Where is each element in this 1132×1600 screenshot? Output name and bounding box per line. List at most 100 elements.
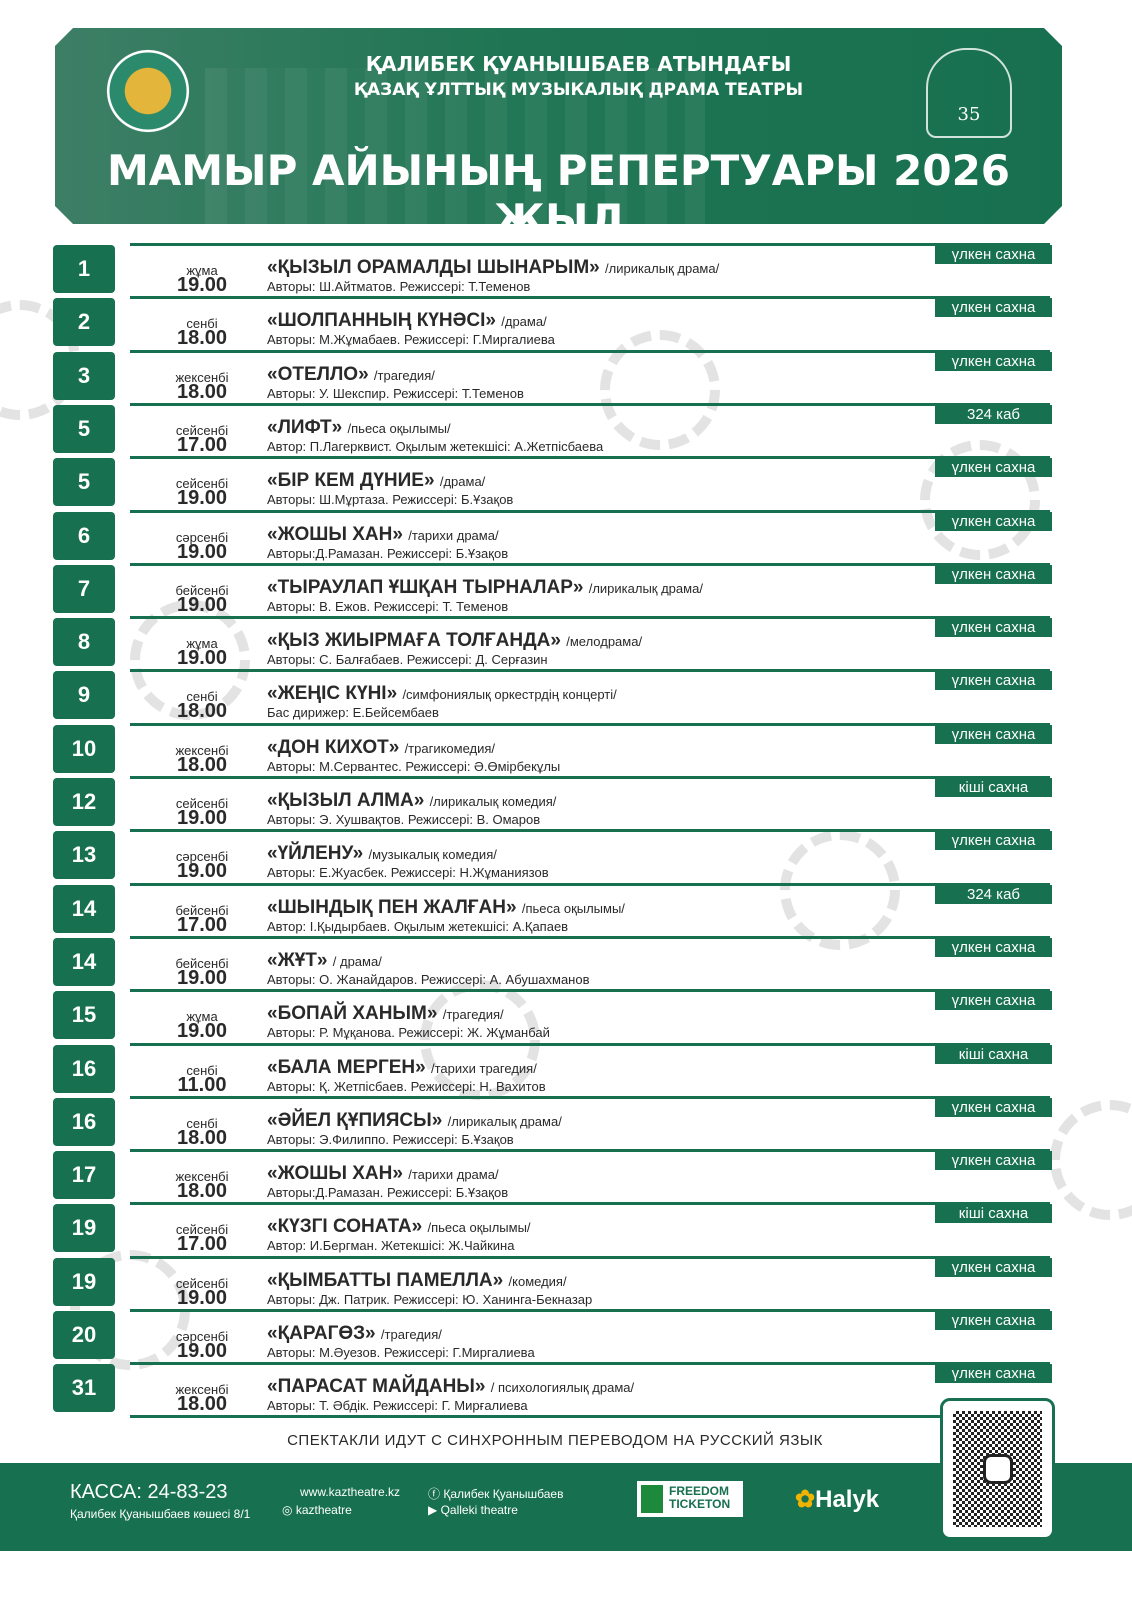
repertoire-row: 3 үлкен сахна жексенбі 18.00 «ОТЕЛЛО» /т… [0, 349, 1132, 403]
venue-label: үлкен сахна [935, 458, 1052, 478]
show-title: «БІР КЕМ ДҮНИЕ» [267, 470, 435, 492]
show-title: «ЖОШЫ ХАН» [267, 523, 403, 545]
show-credits: Автор: П.Лагерквист. Оқылым жетекшісі: А… [267, 438, 604, 454]
watermark-mask-icon [1050, 1100, 1132, 1220]
row-divider [130, 616, 1050, 620]
watermark-mask-icon [920, 440, 1040, 560]
venue-label: кіші сахна [935, 1044, 1052, 1064]
show-credits: Авторы: М.Жұмабаев. Режиссері: Г.Миргали… [267, 332, 555, 348]
repertoire-row: 19 үлкен сахна сейсенбі 19.00 «ҚЫМБАТТЫ … [0, 1255, 1132, 1309]
weekday: сейсенбі [175, 1222, 229, 1238]
theatre-name-line2: ҚАЗАҚ ҰЛТТЫҚ МУЗЫКАЛЫҚ ДРАМА ТЕАТРЫ [353, 80, 804, 100]
weekday: жексенбі [175, 1382, 229, 1398]
show-credits: Авторы: У. Шекспир. Режиссері: Т.Теменов [267, 385, 524, 401]
show-genre: /тарихи драма/ [408, 1167, 499, 1183]
venue-label: 324 каб [935, 884, 1052, 904]
show-time: 19.00 [176, 860, 228, 883]
youtube-link[interactable]: Qalleki theatre [440, 1503, 518, 1517]
show-genre: / психологиялық драма/ [490, 1380, 635, 1396]
box-office-phone: КАССА: 24-83-23 [70, 1481, 228, 1503]
show-credits: Бас дирижер: Е.Бейсембаев [267, 705, 439, 721]
weekday: сәрсенбі [175, 529, 229, 545]
date-badge: 12 [53, 778, 115, 826]
show-title: «КҮЗГІ СОНАТА» [267, 1216, 423, 1238]
show-credits: Авторы: Э. Хушвақтов. Режиссері: В. Омар… [267, 812, 541, 827]
translation-note: СПЕКТАКЛИ ИДУТ С СИНХРОННЫМ ПЕРЕВОДОМ НА… [287, 1432, 823, 1449]
show-genre: /трагедия/ [442, 1007, 504, 1023]
venue-label: үлкен сахна [935, 511, 1052, 531]
date-badge: 2 [53, 298, 115, 347]
row-divider [130, 829, 1050, 833]
weekday: сенбі [186, 316, 218, 332]
date-badge: 19 [53, 1257, 115, 1306]
watermark-mask-icon [600, 330, 720, 450]
page-title: МАМЫР АЙЫНЫҢ РЕПЕРТУАРЫ 2026 ЖЫЛ [106, 146, 1011, 244]
show-time: 11.00 [177, 1073, 227, 1096]
show-title: «ОТЕЛЛО» [267, 363, 369, 385]
weekday: бейсенбі [175, 582, 229, 598]
footer: КАССА: 24-83-23 Қалибек Қуанышбаев көшес… [0, 1463, 1132, 1551]
show-credits: Авторы: Р. Мұқанова. Режиссері: Ж. Жұман… [267, 1025, 550, 1041]
date-badge: 17 [53, 1151, 115, 1200]
freedom-text: FREEDOM [669, 1484, 729, 1498]
theatre-name-line1: ҚАЛИБЕК ҚУАНЫШБАЕВ АТЫНДАҒЫ [365, 52, 792, 76]
show-time: 18.00 [176, 700, 228, 723]
show-title: «ЛИФТ» [267, 416, 343, 438]
repertoire-row: 20 үлкен сахна сәрсенбі 19.00 «ҚАРАГӨЗ» … [0, 1309, 1132, 1362]
show-genre: /пьеса оқылымы/ [347, 420, 451, 436]
weekday: жексенбі [175, 1169, 229, 1185]
repertoire-row: 1 үлкен сахна жұма 19.00 «ҚЫЗЫЛ ОРАМАЛДЫ… [0, 243, 1132, 296]
show-time: 19.00 [176, 807, 228, 829]
show-time: 17.00 [176, 1233, 228, 1256]
halyk-icon: ✿ [795, 1486, 816, 1513]
date-badge: 7 [53, 564, 115, 613]
show-genre: /тарихи трагедия/ [430, 1060, 537, 1076]
date-badge: 31 [53, 1364, 115, 1413]
venue-label: үлкен сахна [935, 724, 1052, 744]
show-genre: /драма/ [501, 314, 547, 330]
date-badge: 20 [53, 1311, 115, 1359]
show-genre: /тарихи драма/ [408, 527, 499, 543]
date-badge: 9 [53, 671, 115, 720]
venue-label: үлкен сахна [935, 937, 1052, 957]
repertoire-row: 13 үлкен сахна сәрсенбі 19.00 «ҮЙЛЕНУ» /… [0, 829, 1132, 882]
repertoire-row: 19 кіші сахна сейсенбі 17.00 «КҮЗГІ СОНА… [0, 1202, 1132, 1255]
row-divider [130, 243, 1050, 246]
date-badge: 13 [53, 831, 115, 880]
show-credits: Авторы: Т. Әбдік. Режиссері: Г. Мирғалие… [267, 1398, 528, 1414]
row-divider [130, 562, 1050, 566]
ministry-emblem-logo [103, 46, 193, 136]
date-badge: 19 [53, 1204, 115, 1253]
venue-label: үлкен сахна [935, 1311, 1052, 1330]
instagram-icon [982, 1454, 1013, 1484]
show-title: «ӘЙЕЛ ҚҰПИЯСЫ» [267, 1109, 443, 1131]
watermark-mask-icon [420, 980, 540, 1100]
theatre-building-image [205, 68, 705, 224]
facebook-link[interactable]: Қалибек Қуанышбаев [443, 1487, 564, 1501]
show-time: 18.00 [176, 753, 228, 776]
date-badge: 5 [53, 458, 115, 507]
weekday: жұма [186, 1009, 218, 1025]
row-divider [130, 349, 1050, 353]
instagram-link[interactable]: kaztheatre [295, 1503, 352, 1517]
row-divider [130, 1095, 1050, 1099]
website-link[interactable]: www.kaztheatre.kz [300, 1485, 401, 1499]
row-divider [130, 1362, 1050, 1366]
instagram-qr-code[interactable] [940, 1398, 1055, 1540]
halyk-logo: ✿Halyk [795, 1485, 879, 1514]
repertoire-row: 6 үлкен сахна сәрсенбі 19.00 «ЖОШЫ ХАН» … [0, 509, 1132, 563]
show-time: 19.00 [176, 274, 228, 296]
show-title: «ҚЫМБАТТЫ ПАМЕЛЛА» [267, 1269, 504, 1291]
date-badge: 16 [53, 1044, 115, 1093]
show-genre: /комедия/ [508, 1273, 567, 1289]
show-credits: Авторы: Дж. Патрик. Режиссері: Ю. Ханинг… [267, 1291, 593, 1307]
show-time: 17.00 [176, 913, 228, 936]
youtube-icon: ▶ [428, 1503, 441, 1517]
weekday: жексенбі [175, 742, 229, 758]
show-time: 19.00 [176, 540, 228, 563]
show-genre: /трагедия/ [373, 367, 435, 383]
show-title: «ЖОШЫ ХАН» [267, 1163, 403, 1185]
show-title: «БОПАЙ ХАНЫМ» [267, 1003, 438, 1025]
show-time: 17.00 [176, 433, 228, 456]
date-badge: 3 [53, 351, 115, 400]
